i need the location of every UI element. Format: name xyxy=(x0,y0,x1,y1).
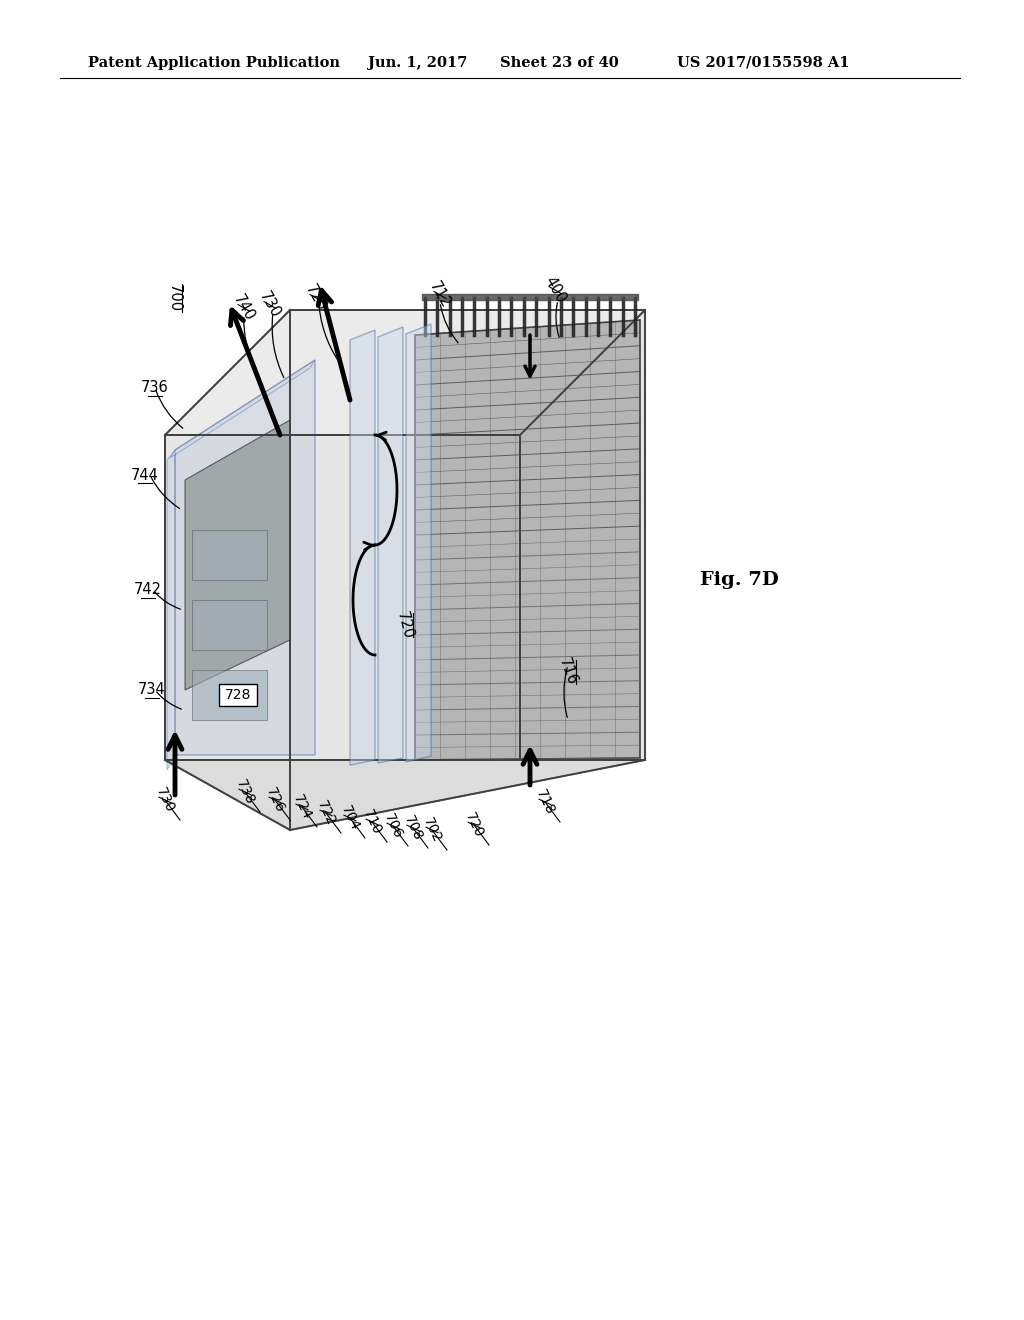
Text: 736: 736 xyxy=(141,380,169,396)
Text: 722: 722 xyxy=(314,799,338,828)
Polygon shape xyxy=(378,327,403,763)
Polygon shape xyxy=(170,360,315,458)
Text: 726: 726 xyxy=(263,785,287,814)
Polygon shape xyxy=(415,319,640,760)
Text: 720: 720 xyxy=(462,810,486,840)
Text: 720: 720 xyxy=(394,610,416,640)
Polygon shape xyxy=(165,760,645,830)
Text: 724: 724 xyxy=(290,792,314,822)
Polygon shape xyxy=(350,330,375,766)
Text: 744: 744 xyxy=(131,467,159,483)
Text: 718: 718 xyxy=(534,787,557,817)
Text: 708: 708 xyxy=(401,813,425,843)
Polygon shape xyxy=(406,323,431,762)
Polygon shape xyxy=(520,310,645,760)
Polygon shape xyxy=(165,310,645,436)
Text: 710: 710 xyxy=(360,807,384,837)
Text: US 2017/0155598 A1: US 2017/0155598 A1 xyxy=(677,55,850,70)
Polygon shape xyxy=(167,450,175,770)
Bar xyxy=(193,601,267,649)
Text: 702: 702 xyxy=(420,816,443,845)
Text: 742: 742 xyxy=(134,582,162,598)
Text: Patent Application Publication: Patent Application Publication xyxy=(88,55,340,70)
Text: 730: 730 xyxy=(257,289,284,321)
FancyBboxPatch shape xyxy=(219,684,257,706)
Text: 706: 706 xyxy=(381,810,404,841)
Text: 716: 716 xyxy=(556,656,580,688)
Bar xyxy=(193,671,267,719)
Text: 738: 738 xyxy=(233,777,257,807)
Text: Jun. 1, 2017: Jun. 1, 2017 xyxy=(368,55,467,70)
Text: 734: 734 xyxy=(138,682,166,697)
Polygon shape xyxy=(165,436,520,760)
Bar xyxy=(193,531,267,579)
Text: 720: 720 xyxy=(302,282,330,314)
Text: Sheet 23 of 40: Sheet 23 of 40 xyxy=(500,55,618,70)
Text: 728: 728 xyxy=(225,688,251,702)
Text: 704: 704 xyxy=(338,803,361,833)
Text: 740: 740 xyxy=(230,292,257,323)
Text: 400: 400 xyxy=(542,275,568,306)
Text: 712: 712 xyxy=(427,279,454,312)
Polygon shape xyxy=(185,420,290,690)
Polygon shape xyxy=(175,360,315,755)
Text: Fig. 7D: Fig. 7D xyxy=(700,572,779,589)
Text: 730: 730 xyxy=(154,785,177,814)
Text: 700: 700 xyxy=(167,284,181,312)
